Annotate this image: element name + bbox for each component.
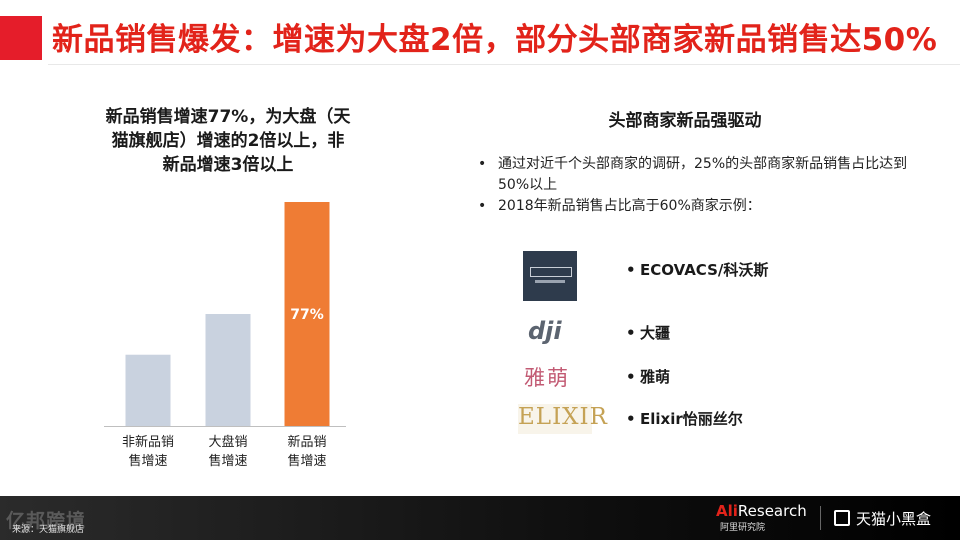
bar-2 [284, 202, 330, 426]
title-divider [48, 64, 960, 65]
brand-name: 雅萌 [640, 368, 671, 386]
right-panel-title: 头部商家新品强驱动 [608, 111, 762, 131]
brand-item: • 大疆 [626, 324, 671, 342]
ecovacs-logo-line [535, 280, 565, 283]
brand-name: 大疆 [640, 324, 671, 342]
chart-title: 新品销售增速77%，为大盘（天 猫旗舰店）增速的2倍以上，非 新品增速3倍以上 [78, 105, 378, 177]
brand-name: Elixir怡丽丝尔 [640, 410, 743, 428]
watermark: 亿邦跨境 [6, 510, 87, 532]
bar-1 [205, 314, 251, 426]
bullet-item: 2018年新品销售占比高于60%商家示例： [478, 196, 918, 217]
ecovacs-logo-icon [523, 251, 577, 301]
slide-title: 新品销售爆发：增速为大盘2倍，部分头部商家新品销售达50% [52, 22, 938, 58]
elixir-logo-icon: ELIXIR [518, 404, 607, 434]
aliresearch-logo: AliResearch [716, 502, 807, 520]
svg-text:dji: dji [528, 318, 562, 344]
category-label: 非新品销 [122, 434, 174, 450]
category-label: 新品销 [287, 434, 326, 450]
brand-item: • ECOVACS/科沃斯 [626, 261, 769, 279]
bullet-list: 通过对近千个头部商家的调研，25%的头部商家新品销售占比达到50%以上 2018… [478, 154, 918, 217]
category-label: 大盘销 [208, 434, 247, 450]
tmall-box-icon [834, 510, 850, 526]
chart-title-line: 新品销售增速77%，为大盘（天 [105, 107, 351, 127]
brand-item: • Elixir怡丽丝尔 [626, 410, 743, 428]
tmall-logo: 天猫小黑盒 [834, 508, 931, 529]
yameng-logo-icon: 雅萌 [524, 366, 570, 390]
brand-name: ECOVACS/科沃斯 [640, 261, 769, 279]
bar-data-label: 77% [290, 307, 324, 323]
title-accent-bar [0, 16, 42, 60]
footer-divider [820, 506, 821, 530]
footer-bar: 亿邦跨境 来源：天猫旗舰店 AliResearch 阿里研究院 天猫小黑盒 [0, 496, 960, 540]
chart-title-line: 猫旗舰店）增速的2倍以上，非 [111, 131, 345, 151]
aliresearch-name: Research [737, 502, 807, 520]
category-label: 售增速 [287, 453, 326, 469]
ecovacs-logo-mark [530, 267, 572, 277]
bar-0 [125, 354, 171, 426]
chart-title-line: 新品增速3倍以上 [162, 155, 294, 175]
tmall-name: 天猫小黑盒 [856, 510, 932, 528]
bullet-item: 通过对近千个头部商家的调研，25%的头部商家新品销售占比达到50%以上 [478, 154, 918, 196]
aliresearch-prefix: Ali [716, 502, 738, 520]
source-note: 来源：天猫旗舰店 [12, 525, 85, 535]
category-label: 售增速 [208, 453, 247, 469]
category-label: 售增速 [128, 453, 167, 469]
brand-item: • 雅萌 [626, 368, 671, 386]
aliresearch-subtitle: 阿里研究院 [720, 523, 766, 533]
dji-logo-icon: dji [528, 318, 562, 344]
slide-header: 新品销售爆发：增速为大盘2倍，部分头部商家新品销售达50% [0, 0, 960, 70]
